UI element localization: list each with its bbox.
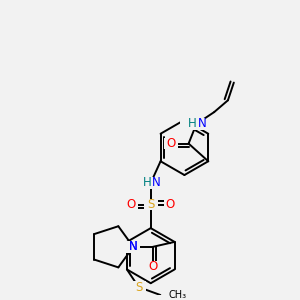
Text: O: O — [148, 260, 158, 273]
Text: CH₃: CH₃ — [168, 290, 186, 300]
Text: O: O — [166, 137, 176, 150]
Text: S: S — [135, 280, 142, 294]
FancyBboxPatch shape — [132, 281, 145, 293]
Text: O: O — [166, 198, 175, 211]
FancyBboxPatch shape — [164, 138, 178, 149]
Text: N: N — [152, 176, 161, 189]
Text: O: O — [126, 198, 136, 211]
FancyBboxPatch shape — [134, 177, 160, 189]
FancyBboxPatch shape — [124, 199, 138, 210]
FancyBboxPatch shape — [144, 199, 158, 210]
Text: N: N — [129, 240, 138, 253]
Text: N: N — [129, 240, 138, 253]
Text: N: N — [198, 117, 207, 130]
Text: S: S — [147, 198, 154, 211]
FancyBboxPatch shape — [126, 241, 140, 253]
Text: H: H — [188, 117, 197, 130]
FancyBboxPatch shape — [126, 241, 140, 253]
Text: H: H — [142, 176, 151, 189]
FancyBboxPatch shape — [146, 261, 160, 272]
FancyBboxPatch shape — [164, 199, 177, 210]
FancyBboxPatch shape — [180, 118, 205, 130]
